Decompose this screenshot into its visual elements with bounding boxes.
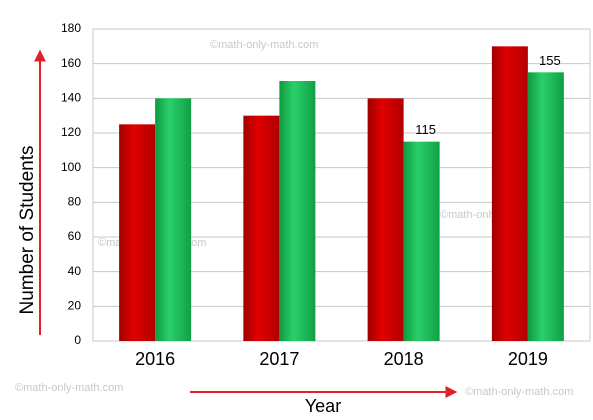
y-tick-label: 0	[74, 333, 81, 347]
bar	[491, 46, 528, 341]
y-tick-label: 60	[68, 229, 82, 243]
y-tick-label: 180	[61, 21, 81, 35]
x-axis-label: Year	[305, 396, 341, 416]
y-tick-label: 80	[68, 195, 82, 209]
bar	[279, 81, 316, 341]
data-label: 155	[539, 53, 561, 68]
bar	[403, 141, 440, 341]
y-tick-label: 120	[61, 125, 81, 139]
watermark: ©math-only-math.com	[465, 386, 573, 398]
x-tick-label: 2016	[135, 349, 175, 369]
bar	[243, 115, 280, 342]
bar	[155, 98, 192, 341]
bar	[527, 72, 564, 341]
y-tick-label: 160	[61, 56, 81, 70]
watermark: ©math-only-math.com	[15, 382, 123, 394]
y-tick-label: 140	[61, 91, 81, 105]
y-tick-label: 100	[61, 160, 81, 174]
y-tick-label: 40	[68, 264, 82, 278]
x-tick-label: 2018	[384, 349, 424, 369]
y-tick-label: 20	[68, 299, 82, 313]
y-axis-label: Number of Students	[17, 146, 38, 315]
data-label: 115	[415, 122, 436, 137]
x-tick-label: 2017	[259, 349, 299, 369]
bar	[119, 124, 156, 341]
watermark: ©math-only-math.com	[210, 39, 318, 51]
x-tick-label: 2019	[508, 349, 548, 369]
bar	[367, 98, 404, 341]
